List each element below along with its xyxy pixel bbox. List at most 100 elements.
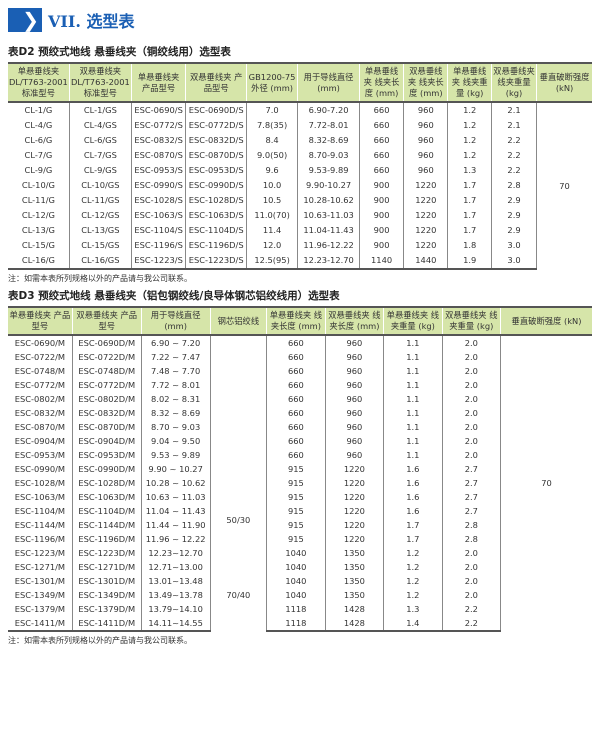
table-cell: 2.2 bbox=[441, 602, 501, 616]
table-cell: 11.0(70) bbox=[245, 208, 299, 223]
table-cell: 3.0 bbox=[490, 238, 537, 253]
table-cell: 2.2 bbox=[490, 133, 537, 148]
table-cell: CL-4/G bbox=[8, 118, 70, 133]
table-row: ESC-0772/M ESC-0772D/M 7.72 ~ 8.01 660 960 1.… bbox=[8, 378, 592, 392]
table-cell: 960 bbox=[324, 335, 385, 350]
table-cell: ESC-1104D/M bbox=[71, 504, 142, 518]
table-cell: 1.1 bbox=[383, 364, 443, 378]
table-cell: 9.90-10.27 bbox=[297, 178, 360, 193]
section-marker: ❯ bbox=[8, 8, 42, 32]
table-cell: 2.8 bbox=[441, 532, 501, 546]
table-cell: 9.6 bbox=[245, 163, 299, 178]
table-cell: 2.1 bbox=[490, 118, 537, 133]
table-cell: 1.7 bbox=[447, 223, 492, 238]
table-cell: ESC-0904D/M bbox=[71, 434, 142, 448]
table-cell: ESC-1411/M bbox=[8, 616, 73, 632]
table-cell: 660 bbox=[266, 406, 326, 420]
table-cell: 1350 bbox=[324, 560, 385, 574]
table-cell: 660 bbox=[266, 335, 326, 350]
table-cell: CL-13/GS bbox=[68, 223, 132, 238]
table-cell: 960 bbox=[324, 350, 385, 364]
table-cell: ESC-1104/M bbox=[8, 504, 73, 518]
table-cell: 900 bbox=[358, 223, 405, 238]
table-cell: 7.48 ~ 7.70 bbox=[140, 364, 211, 378]
table-d3: 单悬垂线夹 产品型号 双悬垂线夹 产品型号 用于导线直径 (mm) 钢芯铝绞线 单悬垂线… bbox=[8, 306, 592, 632]
column-header: 双悬垂线夹 线夹长度 (mm) bbox=[403, 62, 449, 103]
table-cell: 8.02 ~ 8.31 bbox=[140, 392, 211, 406]
table-cell: ESC-1063D/M bbox=[71, 490, 142, 504]
table-cell: 960 bbox=[403, 118, 449, 133]
strand-cell: 50/30 bbox=[209, 335, 268, 546]
table-cell: 660 bbox=[266, 448, 326, 462]
table-cell: CL-6/GS bbox=[68, 133, 132, 148]
table-cell: ESC-1028D/S bbox=[185, 193, 247, 208]
table-cell: 2.0 bbox=[441, 406, 501, 420]
table-cell: 2.0 bbox=[441, 378, 501, 392]
table-cell: ESC-0832D/M bbox=[71, 406, 142, 420]
table-cell: 960 bbox=[403, 148, 449, 163]
table-cell: 660 bbox=[358, 118, 405, 133]
table-row: ESC-1196/M ESC-1196D/M 11.96 ~ 12.22 915 122… bbox=[8, 532, 592, 546]
table-cell: 2.0 bbox=[441, 448, 501, 462]
table-cell: 900 bbox=[358, 238, 405, 253]
table-cell: ESC-0690/M bbox=[8, 335, 73, 350]
table-cell: 660 bbox=[266, 350, 326, 364]
table-cell: 900 bbox=[358, 193, 405, 208]
table-cell: ESC-1196D/S bbox=[185, 238, 247, 253]
table-cell: ESC-0990D/S bbox=[185, 178, 247, 193]
table-cell: ESC-0748D/M bbox=[71, 364, 142, 378]
table-cell: 8.70-9.03 bbox=[297, 148, 360, 163]
column-header: 双悬垂线夹 DL/T763-2001 标准型号 bbox=[68, 62, 132, 103]
table-cell: 1.7 bbox=[447, 178, 492, 193]
table-cell: 1.1 bbox=[383, 448, 443, 462]
table-row: ESC-1104/M ESC-1104D/M 11.04 ~ 11.43 915 122… bbox=[8, 504, 592, 518]
table-cell: ESC-1349D/M bbox=[71, 588, 142, 602]
column-header: 双悬垂线夹 线夹重量 (kg) bbox=[490, 62, 538, 103]
table-cell: ESC-0772D/M bbox=[71, 378, 142, 392]
table-cell: ESC-0832D/S bbox=[185, 133, 247, 148]
table-cell: 660 bbox=[358, 102, 405, 118]
table-row: CL-15/G CL-15/GS ESC-1196/S ESC-1196D/S 12.0… bbox=[8, 238, 592, 253]
column-header: 双悬垂线夹 线夹重量 (kg) bbox=[441, 306, 502, 336]
table-cell: 900 bbox=[358, 208, 405, 223]
table-row: ESC-1223/M ESC-1223D/M 12.23~12.70 70/40 104… bbox=[8, 546, 592, 631]
section-title: VII. 选型表 bbox=[48, 12, 135, 31]
table-cell: 1350 bbox=[324, 546, 385, 560]
column-header: 单悬垂线夹 产品型号 bbox=[8, 306, 73, 336]
table-row: ESC-0832/M ESC-0832D/M 8.32 ~ 8.69 660 960 1.… bbox=[8, 406, 592, 420]
table-cell: 10.63 ~ 11.03 bbox=[140, 490, 211, 504]
table-cell: 6.90-7.20 bbox=[297, 102, 360, 118]
table-cell: 1.2 bbox=[447, 148, 492, 163]
table-cell: 11.96 ~ 12.22 bbox=[140, 532, 211, 546]
table-cell: ESC-1271D/M bbox=[71, 560, 142, 574]
table-row: ESC-1411/M ESC-1411D/M 14.11~14.55 1118 1428… bbox=[8, 616, 592, 632]
table-row: CL-16/G CL-16/GS ESC-1223/S ESC-1223D/S 12.5… bbox=[8, 253, 592, 270]
table-cell: 1118 bbox=[266, 616, 326, 632]
table-cell: 660 bbox=[358, 163, 405, 178]
table-row: ESC-0870/M ESC-0870D/M 8.70 ~ 9.03 660 960 1.… bbox=[8, 420, 592, 434]
table-cell: ESC-1196D/M bbox=[71, 532, 142, 546]
table-cell: 8.32 ~ 8.69 bbox=[140, 406, 211, 420]
chevron-right-icon: ❯ bbox=[22, 8, 39, 32]
table-cell: 2.0 bbox=[441, 420, 501, 434]
table-cell: CL-13/G bbox=[8, 223, 70, 238]
table-cell: 7.8(35) bbox=[245, 118, 299, 133]
table-cell: ESC-0772D/S bbox=[185, 118, 247, 133]
table-row: ESC-1379/M ESC-1379D/M 13.79~14.10 1118 1428… bbox=[8, 602, 592, 616]
table-cell: 1.3 bbox=[447, 163, 492, 178]
table-d2-title: 表D2 预绞式地线 悬垂线夹（铜绞线用）选型表 bbox=[8, 46, 231, 58]
table-cell: 11.44 ~ 11.90 bbox=[140, 518, 211, 532]
table-cell: 960 bbox=[324, 392, 385, 406]
table-cell: 1220 bbox=[403, 223, 449, 238]
table-cell: 960 bbox=[324, 420, 385, 434]
table-cell: 2.7 bbox=[441, 462, 501, 476]
table-cell: 660 bbox=[266, 420, 326, 434]
table-cell: 3.0 bbox=[490, 253, 537, 270]
table-cell: ESC-0990/S bbox=[130, 178, 187, 193]
table-cell: ESC-0870D/S bbox=[185, 148, 247, 163]
table-cell: 1040 bbox=[266, 588, 326, 602]
table-row: CL-4/G CL-4/GS ESC-0772/S ESC-0772D/S 7.8(35… bbox=[8, 118, 592, 133]
table-cell: ESC-1223D/S bbox=[185, 253, 247, 270]
table-cell: 2.9 bbox=[490, 223, 537, 238]
table-cell: ESC-0953D/S bbox=[185, 163, 247, 178]
